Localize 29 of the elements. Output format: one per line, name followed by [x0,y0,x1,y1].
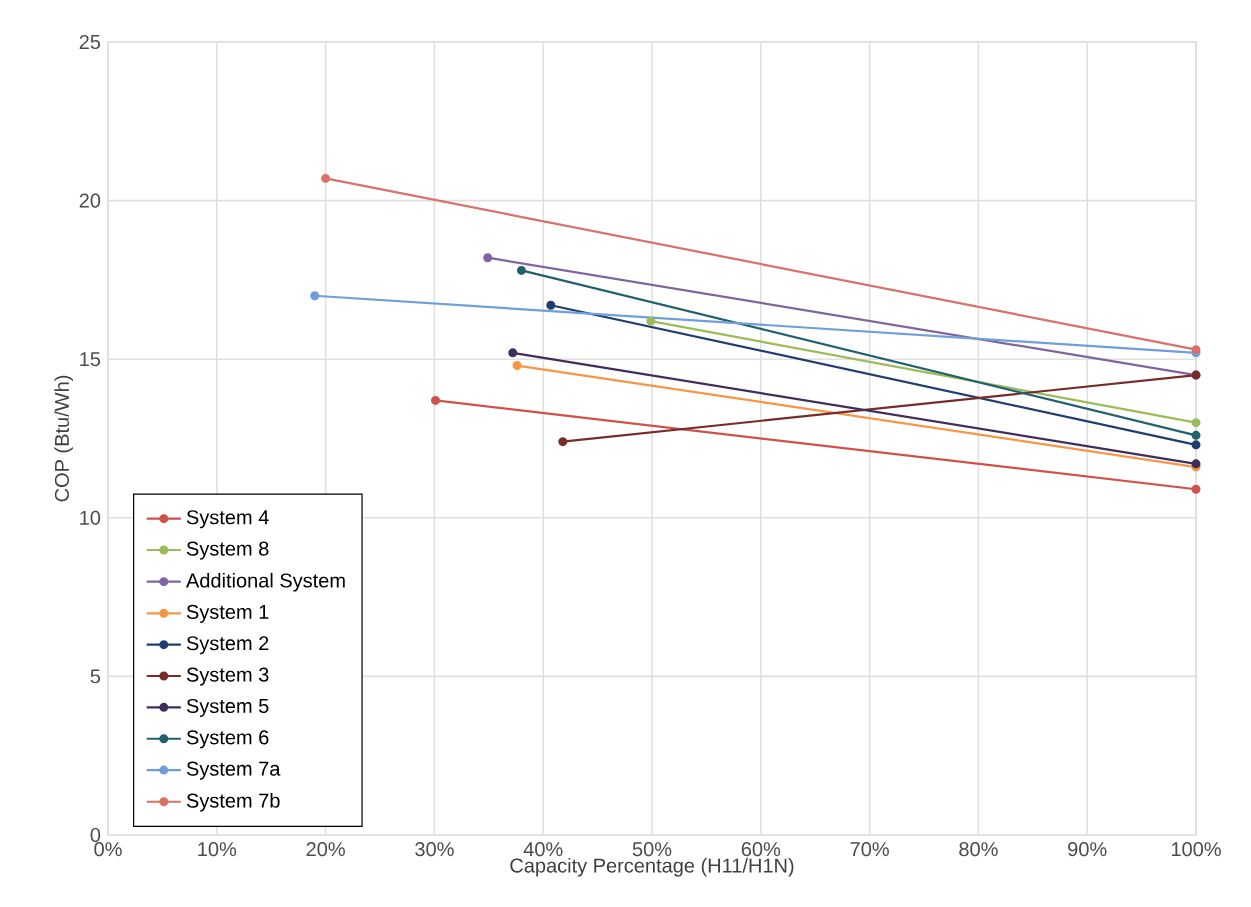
x-tick-label: 50% [632,842,672,857]
y-axis-title: COP (Btu/Wh) [54,375,73,502]
y-tick-label: 10 [80,510,101,525]
x-axis-title: Capacity Percentage (H11/H1N) [510,857,794,877]
legend-label: System 2 [186,636,269,655]
x-tick-label: 10% [198,842,237,857]
legend-label: System 4 [186,510,269,529]
legend-label: System 5 [186,698,269,717]
x-tick-label: 40% [523,842,563,857]
y-tick-label: 25 [79,34,101,50]
legend-label: System 3 [186,667,269,686]
x-tick-label: 0% [94,842,122,857]
x-tick-label: 60% [741,842,781,857]
legend-label: System 1 [186,604,269,623]
legend-label: System 7b [186,792,280,812]
legend-label: Additional System [186,572,345,592]
x-tick-label: 90% [1068,842,1107,857]
x-tick-label: 100% [1171,842,1221,857]
legend-label: System 6 [186,730,269,749]
y-tick-label: 20 [79,193,101,208]
y-tick-label: 0 [90,827,101,843]
legend-label: System 7a [186,761,281,780]
legend-label: System 8 [186,541,269,560]
x-tick-label: 30% [415,842,454,857]
x-tick-label: 80% [959,842,998,857]
x-tick-label: 70% [850,842,889,857]
y-tick-label: 5 [90,669,101,684]
x-tick-label: 20% [306,842,345,857]
y-tick-label: 15 [80,352,101,367]
